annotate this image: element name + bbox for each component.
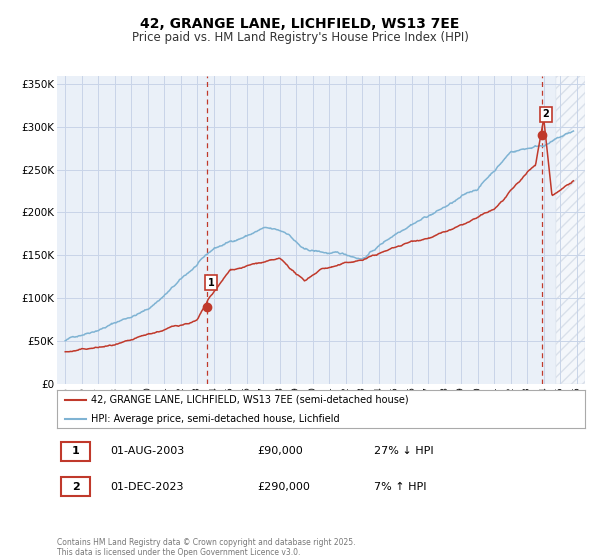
Text: 01-DEC-2023: 01-DEC-2023: [110, 482, 184, 492]
Text: 2: 2: [72, 482, 80, 492]
Text: HPI: Average price, semi-detached house, Lichfield: HPI: Average price, semi-detached house,…: [91, 414, 340, 424]
Text: 01-AUG-2003: 01-AUG-2003: [110, 446, 184, 456]
Text: Price paid vs. HM Land Registry's House Price Index (HPI): Price paid vs. HM Land Registry's House …: [131, 31, 469, 44]
Text: 27% ↓ HPI: 27% ↓ HPI: [374, 446, 433, 456]
Text: 7% ↑ HPI: 7% ↑ HPI: [374, 482, 426, 492]
Bar: [556, 76, 585, 384]
Text: 1: 1: [72, 446, 80, 456]
FancyBboxPatch shape: [61, 477, 90, 496]
Text: £290,000: £290,000: [257, 482, 311, 492]
FancyBboxPatch shape: [61, 442, 90, 461]
Text: £90,000: £90,000: [257, 446, 304, 456]
Text: 42, GRANGE LANE, LICHFIELD, WS13 7EE (semi-detached house): 42, GRANGE LANE, LICHFIELD, WS13 7EE (se…: [91, 395, 409, 405]
Bar: [556, 76, 585, 384]
Text: Contains HM Land Registry data © Crown copyright and database right 2025.
This d: Contains HM Land Registry data © Crown c…: [57, 538, 355, 557]
Text: 2: 2: [542, 109, 549, 119]
Text: 1: 1: [208, 278, 214, 288]
Text: 42, GRANGE LANE, LICHFIELD, WS13 7EE: 42, GRANGE LANE, LICHFIELD, WS13 7EE: [140, 17, 460, 31]
